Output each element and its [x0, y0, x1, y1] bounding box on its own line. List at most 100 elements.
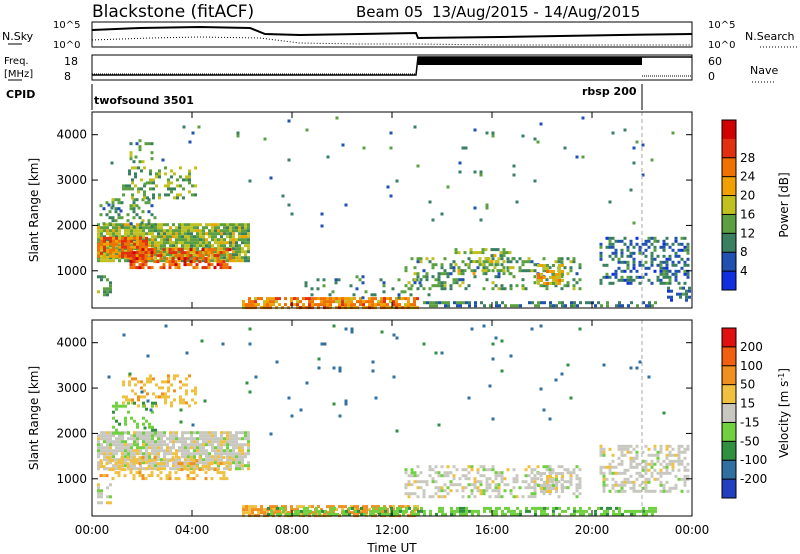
heatmap-cell [127, 254, 130, 258]
heatmap-cell [509, 287, 513, 291]
heatmap-cell [133, 232, 136, 236]
heatmap-cell [518, 257, 522, 261]
heatmap-cell [632, 459, 636, 463]
heatmap-cell [408, 506, 411, 510]
heatmap-cell [620, 260, 624, 264]
heatmap-cell [136, 226, 139, 230]
heatmap-cell [136, 467, 139, 471]
heatmap-cell [180, 248, 184, 252]
heatmap-cell [485, 468, 489, 472]
heatmap-cell [552, 273, 555, 276]
heatmap-cell [563, 146, 567, 150]
heatmap-cell [141, 263, 145, 267]
heatmap-cell [142, 404, 145, 408]
heatmap-cell [178, 437, 181, 441]
heatmap-cell [185, 351, 189, 355]
heatmap-cell [150, 204, 154, 208]
heatmap-cell [326, 297, 329, 301]
heatmap-cell [263, 300, 266, 304]
heatmap-cell [193, 443, 196, 447]
heatmap-cell [347, 300, 350, 304]
heatmap-cell [141, 257, 145, 261]
heatmap-cell [629, 366, 633, 370]
heatmap-cell [134, 392, 137, 396]
heatmap-cell [662, 275, 666, 279]
heatmap-cell [341, 297, 344, 301]
heatmap-cell [632, 465, 636, 469]
heatmap-cell [167, 374, 170, 378]
heatmap-cell [188, 169, 191, 173]
heatmap-cell [97, 440, 100, 444]
heatmap-cell [154, 443, 157, 447]
heatmap-cell [115, 401, 118, 405]
heatmap-cell [124, 250, 127, 254]
heatmap-cell [97, 235, 100, 239]
heatmap-cell [139, 434, 142, 438]
heatmap-cell [148, 461, 151, 465]
heatmap-cell [326, 300, 329, 304]
heatmap-cell [608, 462, 612, 466]
heatmap-cell [142, 467, 145, 471]
heatmap-cell [131, 193, 134, 197]
heatmap-cell [112, 425, 115, 429]
heatmap-cell [131, 389, 134, 393]
heatmap-cell [410, 468, 414, 472]
heatmap-cell [97, 248, 100, 252]
heatmap-cell [552, 279, 555, 282]
heatmap-cell [540, 276, 543, 279]
heatmap-cell [498, 506, 501, 510]
heatmap-cell [169, 244, 172, 248]
heatmap-cell [361, 281, 365, 285]
heatmap-cell [179, 380, 182, 384]
heatmap-cell [350, 327, 354, 331]
heatmap-cell [154, 464, 157, 468]
heatmap-cell [527, 257, 531, 261]
heatmap-cell [656, 278, 660, 282]
heatmap-cell [193, 238, 196, 242]
heatmap-cell [303, 512, 306, 516]
heatmap-cell [223, 238, 226, 242]
heatmap-cell [494, 477, 498, 481]
heatmap-cell [326, 505, 329, 509]
heatmap-cell [491, 281, 495, 285]
heatmap-cell [392, 505, 395, 509]
heatmap-cell [447, 304, 450, 308]
heatmap-cell [302, 303, 305, 307]
heatmap-cell [222, 477, 226, 481]
heatmap-cell [632, 263, 636, 267]
heatmap-cell [348, 506, 351, 510]
heatmap-cell [157, 431, 160, 435]
heatmap-cell [124, 446, 127, 450]
heatmap-cell [429, 509, 432, 513]
heatmap-cell [475, 251, 479, 255]
heatmap-cell [671, 263, 675, 267]
x-tick-label: 04:00 [175, 523, 210, 537]
heatmap-cell [187, 437, 190, 441]
heatmap-cell [484, 248, 488, 252]
heatmap-cell [368, 508, 371, 512]
heatmap-cell [220, 458, 223, 462]
heatmap-cell [176, 196, 179, 200]
heatmap-cell [626, 480, 630, 484]
heatmap-cell [169, 232, 172, 236]
heatmap-cell [641, 251, 645, 255]
heatmap-cell [198, 468, 202, 472]
heatmap-cell [167, 389, 170, 393]
heatmap-cell [380, 300, 383, 304]
heatmap-cell [157, 223, 160, 227]
heatmap-cell [163, 440, 166, 444]
heatmap-cell [136, 223, 139, 227]
heatmap-cell [392, 303, 395, 307]
heatmap-cells [97, 324, 690, 518]
heatmap-cell [226, 434, 229, 438]
heatmap-cell [251, 303, 254, 307]
heatmap-cell [470, 489, 474, 493]
heatmap-cell [485, 480, 489, 484]
heatmap-cell [160, 464, 163, 468]
heatmap-cell [275, 360, 279, 364]
heatmap-cell [111, 204, 115, 208]
heatmap-cell [399, 509, 402, 513]
heatmap-cell [386, 508, 389, 512]
heatmap-cell [221, 342, 225, 346]
heatmap-cell [118, 431, 121, 435]
